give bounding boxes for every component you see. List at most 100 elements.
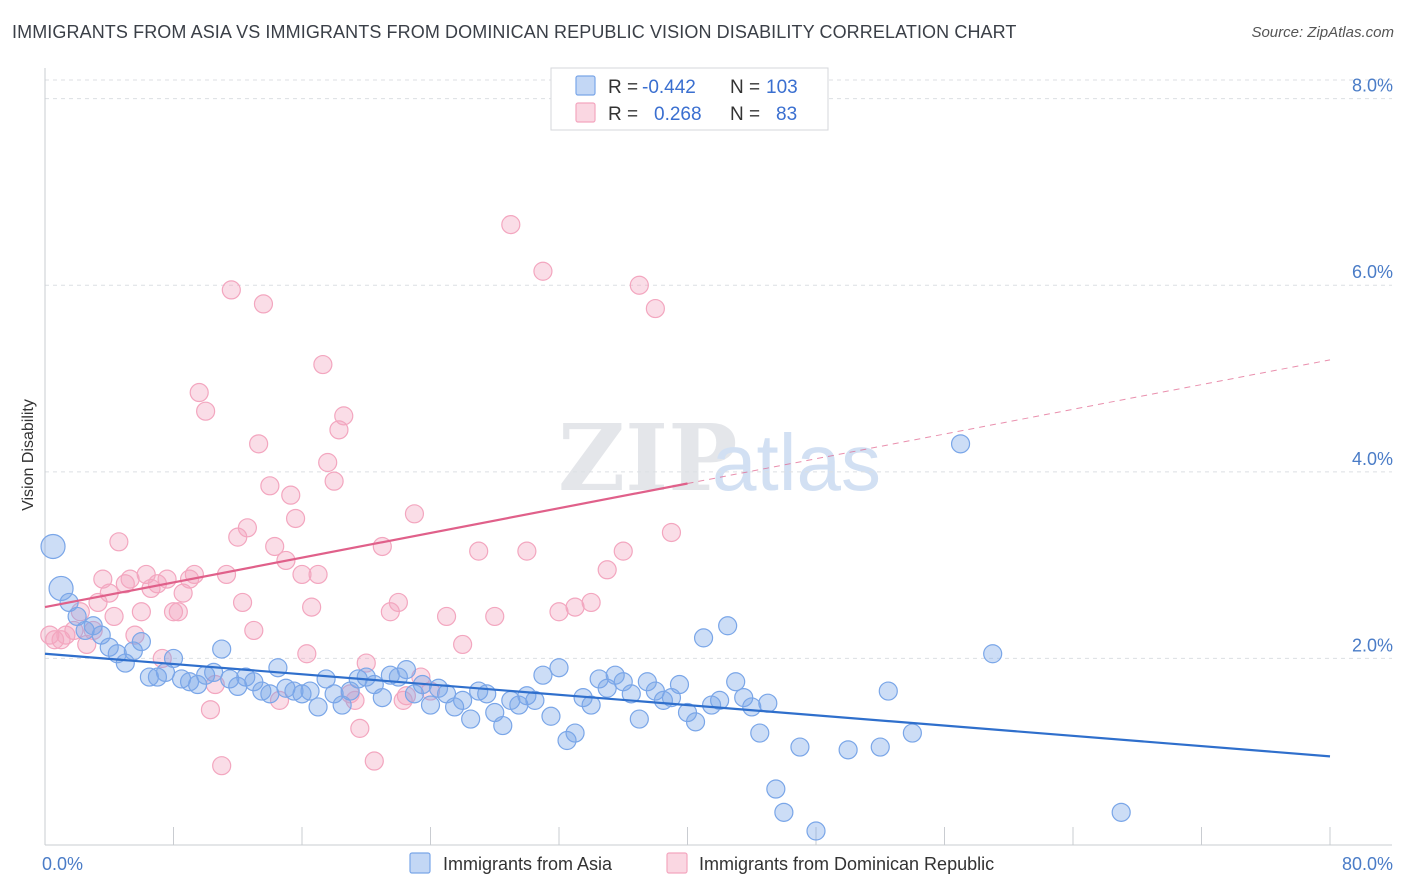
series-legend-label-asia: Immigrants from Asia: [443, 854, 613, 874]
x-tick-label-max: 80.0%: [1342, 854, 1393, 874]
asia-point: [878, 681, 898, 701]
stats-legend: R = -0.442 N = 103 R = 0.268 N = 83: [550, 67, 829, 131]
legend-r-label-asia: R =: [608, 77, 638, 98]
dominican-point: [265, 536, 285, 557]
dominican-point: [168, 602, 188, 622]
series-legend-swatch-dominican: [666, 852, 688, 874]
asia-point: [838, 740, 858, 760]
dominican-point: [453, 634, 473, 655]
asia-point: [870, 737, 890, 757]
asia-point: [902, 723, 922, 743]
dominican-point: [232, 592, 253, 613]
series-legend: Immigrants from Asia Immigrants from Dom…: [409, 852, 994, 874]
asia-point: [220, 669, 240, 689]
dominican-point: [109, 532, 129, 552]
asia-point: [742, 697, 762, 717]
asia-point: [372, 687, 392, 708]
asia-point: [726, 672, 746, 692]
asia-point: [750, 723, 770, 743]
asia-point: [950, 434, 971, 454]
y-tick-label: 6.0%: [1352, 262, 1393, 282]
asia-point: [718, 616, 738, 636]
y-tick-label: 2.0%: [1352, 635, 1393, 655]
legend-n-label-asia: N =: [730, 77, 760, 98]
asia-point: [444, 697, 465, 717]
legend-r-value-dominican: 0.268: [654, 104, 702, 125]
dominican-point: [249, 434, 269, 454]
dominican-point: [388, 592, 408, 613]
asia-point: [300, 681, 320, 701]
dominican-point: [212, 756, 232, 776]
trend-lines: [44, 359, 1331, 758]
asia-point: [533, 665, 553, 685]
dominican-point: [581, 592, 601, 613]
dominican-point: [565, 597, 585, 617]
asia-point: [758, 693, 778, 713]
dominican-point: [253, 294, 274, 314]
legend-n-label-dominican: N =: [730, 104, 760, 125]
asia-point: [308, 697, 328, 717]
dominican-point: [104, 606, 124, 627]
dominican-point: [269, 690, 290, 710]
dominican-point: [189, 382, 209, 403]
dominican-point: [549, 602, 569, 622]
dominican-point: [196, 401, 216, 421]
asia-point: [806, 821, 826, 841]
asia-point: [685, 712, 706, 732]
asia-point: [420, 695, 441, 715]
dominican-point: [501, 215, 521, 235]
dominican-point: [597, 560, 617, 580]
dominican-point: [120, 569, 140, 589]
asia-point: [212, 639, 232, 659]
dominican-point: [533, 261, 553, 281]
asia-point: [565, 723, 585, 743]
series-legend-swatch-asia: [409, 852, 431, 874]
asia-point: [581, 695, 601, 715]
dominican-point: [93, 569, 113, 589]
dominican-trend-line: [44, 482, 688, 609]
asia-point: [605, 665, 625, 685]
asia-point: [629, 709, 649, 729]
asia-point: [983, 644, 1003, 664]
asia-point: [693, 628, 714, 648]
dominican-point: [436, 606, 457, 627]
series-legend-label-dominican: Immigrants from Dominican Republic: [699, 854, 994, 874]
gridlines: [45, 79, 1392, 659]
asia-point: [268, 658, 288, 678]
dominican-point: [260, 476, 280, 496]
legend-r-value-asia: -0.442: [642, 77, 696, 98]
dominican-point: [318, 452, 338, 473]
asia-point: [710, 690, 730, 710]
x-tick-label-min: 0.0%: [42, 854, 83, 874]
watermark-zip: ZIP: [558, 404, 737, 512]
dominican-point: [302, 597, 322, 617]
asia-point: [48, 575, 74, 602]
chart-title: IMMIGRANTS FROM ASIA VS IMMIGRANTS FROM …: [12, 22, 1017, 42]
asia-point: [549, 658, 569, 678]
dominican-point: [297, 644, 317, 664]
dominican-point: [393, 690, 413, 710]
series-asia: [40, 434, 1131, 841]
dominican-point: [173, 583, 193, 603]
dominican-point: [285, 508, 306, 529]
dominican-point: [404, 504, 425, 524]
asia-point: [1111, 802, 1131, 822]
legend-n-value-dominican: 83: [776, 104, 797, 125]
dominican-point: [661, 522, 682, 543]
legend-n-value-asia: 103: [766, 77, 798, 98]
dominican-point: [356, 653, 376, 673]
dominican-point: [645, 298, 665, 319]
dominican-point: [184, 564, 204, 585]
dominican-point: [345, 690, 365, 710]
dominican-point: [364, 751, 384, 771]
dominican-point: [517, 541, 537, 561]
asia-point: [621, 684, 641, 704]
dominican-point: [244, 620, 264, 641]
asia-point: [356, 667, 376, 687]
asia-point: [131, 632, 151, 652]
asia-point: [557, 730, 577, 751]
dominican-point: [350, 718, 370, 738]
dominican-point: [131, 602, 151, 622]
asia-point: [40, 533, 66, 560]
stats-legend-box: [550, 67, 829, 131]
